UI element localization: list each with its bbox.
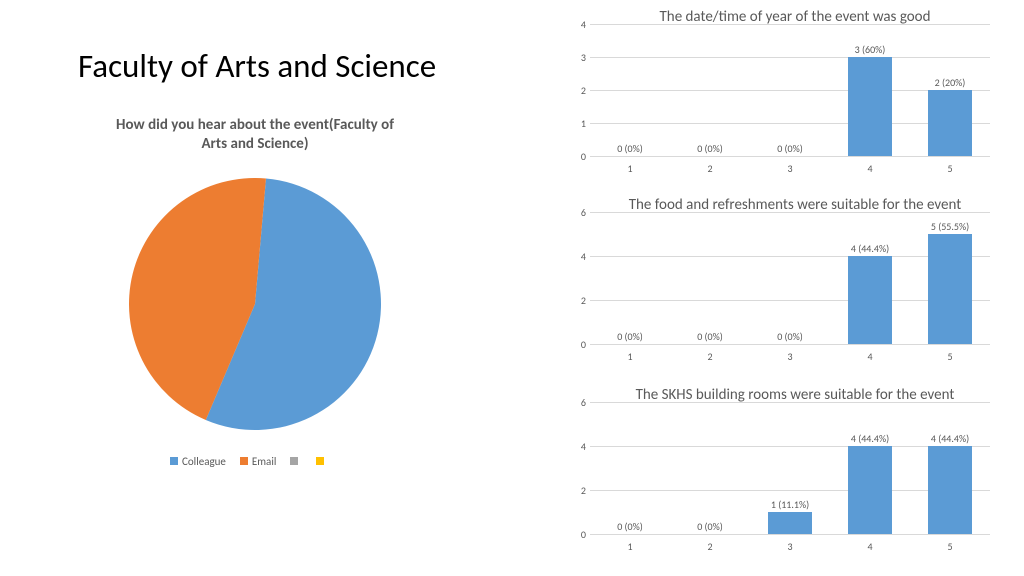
legend-swatch: [240, 457, 248, 465]
gridline: [590, 344, 990, 345]
bar-value-label: 0 (0%): [750, 142, 830, 155]
pie-legend: Colleague Email: [170, 455, 328, 468]
gridline: [590, 534, 990, 535]
x-tick-label: 3: [770, 350, 810, 363]
y-tick-label: 4: [566, 440, 586, 453]
bar-value-label: 0 (0%): [750, 330, 830, 343]
legend-label: Email: [252, 455, 276, 468]
x-tick-label: 2: [690, 350, 730, 363]
legend-item: Email: [240, 455, 276, 468]
bar-value-label: 4 (44.4%): [830, 242, 910, 255]
legend-swatch: [170, 457, 178, 465]
x-tick-label: 2: [690, 540, 730, 553]
bar-value-label: 4 (44.4%): [830, 432, 910, 445]
y-tick-label: 2: [566, 84, 586, 97]
pie-chart: [129, 178, 381, 430]
bar-value-label: 0 (0%): [670, 142, 750, 155]
y-tick-label: 6: [566, 396, 586, 409]
slide: Faculty of Arts and Science How did you …: [0, 0, 1024, 576]
y-tick-label: 6: [566, 206, 586, 219]
legend-item-empty: [316, 455, 328, 468]
page-title: Faculty of Arts and Science: [78, 46, 436, 86]
gridline: [590, 402, 990, 403]
x-tick-label: 5: [930, 350, 970, 363]
gridline: [590, 57, 990, 58]
y-tick-label: 0: [566, 528, 586, 541]
x-tick-label: 5: [930, 540, 970, 553]
bar-value-label: 5 (55.5%): [910, 220, 990, 233]
gridline: [590, 212, 990, 213]
bar-value-label: 0 (0%): [590, 330, 670, 343]
legend-label: Colleague: [182, 455, 226, 468]
y-tick-label: 4: [566, 18, 586, 31]
bar: [928, 446, 972, 534]
x-tick-label: 3: [770, 540, 810, 553]
bar: [848, 256, 892, 344]
y-tick-label: 3: [566, 51, 586, 64]
legend-swatch: [316, 457, 324, 465]
pie-svg: [129, 178, 381, 430]
gridline: [590, 24, 990, 25]
x-tick-label: 1: [610, 540, 650, 553]
y-tick-label: 2: [566, 294, 586, 307]
bar-value-label: 0 (0%): [670, 520, 750, 533]
x-tick-label: 3: [770, 162, 810, 175]
x-tick-label: 2: [690, 162, 730, 175]
x-tick-label: 4: [850, 540, 890, 553]
bar: [848, 446, 892, 534]
x-tick-label: 5: [930, 162, 970, 175]
y-tick-label: 4: [566, 250, 586, 263]
pie-chart-title: How did you hear about the event(Faculty…: [110, 116, 400, 154]
bar-chart: The date/time of year of the event was g…: [560, 6, 1000, 186]
bar-value-label: 3 (60%): [830, 43, 910, 56]
legend-item-empty: [290, 455, 302, 468]
x-tick-label: 4: [850, 162, 890, 175]
x-tick-label: 4: [850, 350, 890, 363]
bar-value-label: 1 (11.1%): [750, 498, 830, 511]
bar-chart: The food and refreshments were suitable …: [560, 194, 1000, 374]
y-tick-label: 1: [566, 117, 586, 130]
bar-value-label: 4 (44.4%): [910, 432, 990, 445]
bar-value-label: 0 (0%): [670, 330, 750, 343]
bar: [928, 90, 972, 156]
bar-value-label: 0 (0%): [590, 142, 670, 155]
y-tick-label: 0: [566, 150, 586, 163]
legend-swatch: [290, 457, 298, 465]
bar-value-label: 0 (0%): [590, 520, 670, 533]
y-tick-label: 2: [566, 484, 586, 497]
bar-value-label: 2 (20%): [910, 76, 990, 89]
gridline: [590, 156, 990, 157]
legend-item: Colleague: [170, 455, 226, 468]
x-tick-label: 1: [610, 162, 650, 175]
x-tick-label: 1: [610, 350, 650, 363]
bar: [768, 512, 812, 534]
y-tick-label: 0: [566, 338, 586, 351]
bar: [928, 234, 972, 344]
bar-chart: The SKHS building rooms were suitable fo…: [560, 384, 1000, 564]
bar: [848, 57, 892, 156]
